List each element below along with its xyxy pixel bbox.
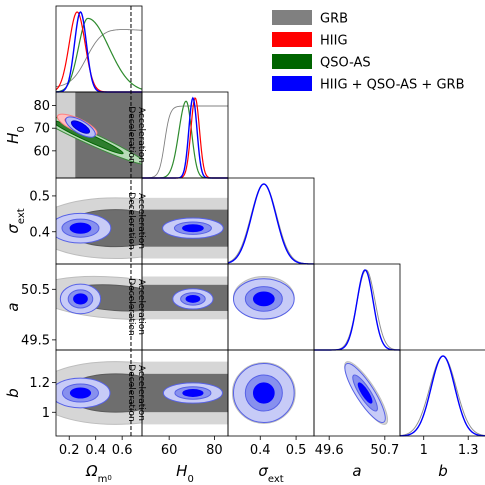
x-axis-label-om: Ωm0: [85, 462, 112, 485]
y-axis-label-sig: σext: [4, 208, 27, 233]
deceleration-label: Deceleration: [126, 192, 136, 249]
y-tick-label: 1.2: [29, 376, 50, 391]
deceleration-label: Deceleration: [126, 364, 136, 421]
x-axis-label-subscript: ext: [268, 474, 284, 485]
legend-swatch-0: [272, 10, 312, 25]
panel-a-vs-h0: [142, 276, 228, 320]
legend-label-3: HIIG + QSO-AS + GRB: [320, 78, 465, 93]
y-axis-label-b: b: [4, 388, 22, 398]
deceleration-label: Deceleration: [126, 106, 136, 163]
panel-frame: [399, 349, 485, 437]
x-tick-label: 50.7: [370, 443, 399, 458]
acceleration-label: Acceleration: [136, 365, 146, 421]
x-tick-label: 0.5: [286, 443, 307, 458]
joint-omega-marginal: [55, 11, 142, 93]
x-tick-label: 0.4: [250, 443, 271, 458]
joint-a-marginal: [314, 269, 400, 351]
panel-b-vs-h0: [142, 361, 228, 425]
panel-sig-vs-om: [56, 197, 142, 259]
panel-b-vs-om: [56, 361, 142, 425]
joint-core-contour: [252, 382, 275, 404]
joint-core-contour: [357, 382, 373, 404]
y-tick-label: 1: [42, 406, 50, 421]
grb-b-marginal: [399, 355, 485, 437]
acceleration-label: Acceleration: [136, 279, 146, 335]
x-tick-label: 0.6: [112, 443, 133, 458]
legend-label-0: GRB: [320, 12, 348, 27]
grb-h0-marginal: [142, 105, 228, 179]
joint-b-marginal: [399, 355, 485, 437]
joint-core-contour: [182, 389, 204, 397]
joint-core-contour: [69, 222, 92, 234]
panel-b-vs-sig: [231, 362, 296, 424]
y-tick-label: 60: [33, 144, 50, 159]
qso-omega-marginal: [55, 17, 143, 93]
y-tick-label: 49.5: [21, 333, 50, 348]
y-tick-label: 50.5: [21, 283, 50, 298]
x-axis-label-a: a: [352, 462, 361, 480]
acceleration-label: Acceleration: [136, 107, 146, 163]
legend-swatch-1: [272, 32, 312, 47]
x-tick-label: 49.6: [315, 443, 344, 458]
y-axis-label-h0: H0: [4, 126, 27, 144]
panel-b-vs-a: [344, 361, 389, 425]
grb-a-marginal: [314, 269, 401, 351]
legend-label-2: QSO-AS: [320, 56, 371, 71]
panel-a-vs-sig: [232, 275, 295, 320]
y-tick-label: 70: [33, 122, 50, 137]
joint-core-contour: [252, 291, 275, 307]
y-tick-label: 0.5: [29, 189, 50, 204]
legend-swatch-2: [272, 54, 312, 69]
x-axis-label-h0: H0: [176, 462, 194, 485]
joint-core-contour: [73, 293, 88, 305]
x-tick-label: 0.2: [59, 443, 80, 458]
x-axis-label-sig: σext: [258, 462, 283, 485]
joint-core-contour: [69, 387, 92, 399]
joint-core-contour: [182, 224, 204, 233]
x-tick-label: 80: [206, 443, 223, 458]
legend-label-1: HIIG: [320, 34, 348, 49]
legend: GRB HIIG QSO-AS HIIG + QSO-AS + GRB: [272, 10, 465, 93]
y-tick-label: 0.4: [29, 225, 50, 240]
y-axis-label-a: a: [4, 302, 22, 311]
x-tick-label: 1.3: [458, 443, 479, 458]
x-tick-label: 0.4: [85, 443, 106, 458]
x-tick-label: 60: [161, 443, 178, 458]
joint-1sigma-contour: [70, 120, 91, 134]
x-axis-label-subscript: m: [98, 474, 108, 485]
y-axis-label-subscript: 0: [16, 126, 27, 132]
panel-frame: [313, 263, 401, 351]
x-tick-label: 1: [420, 443, 428, 458]
panel-a-vs-om: [56, 275, 142, 320]
x-axis-label-subscript: 0: [187, 474, 193, 485]
joint-sig-marginal: [227, 183, 314, 265]
x-axis-label-b: b: [438, 462, 448, 480]
y-tick-label: 80: [33, 99, 50, 114]
legend-swatch-3: [272, 76, 312, 91]
x-axis-label-subsubscript: 0: [107, 474, 111, 482]
joint-h0-marginal: [142, 96, 228, 179]
joint-core-contour: [185, 294, 201, 303]
panel-sig-vs-h0: [142, 197, 228, 259]
y-axis-label-subscript: ext: [16, 208, 27, 224]
acceleration-label: Acceleration: [136, 193, 146, 249]
deceleration-label: Deceleration: [126, 278, 136, 335]
